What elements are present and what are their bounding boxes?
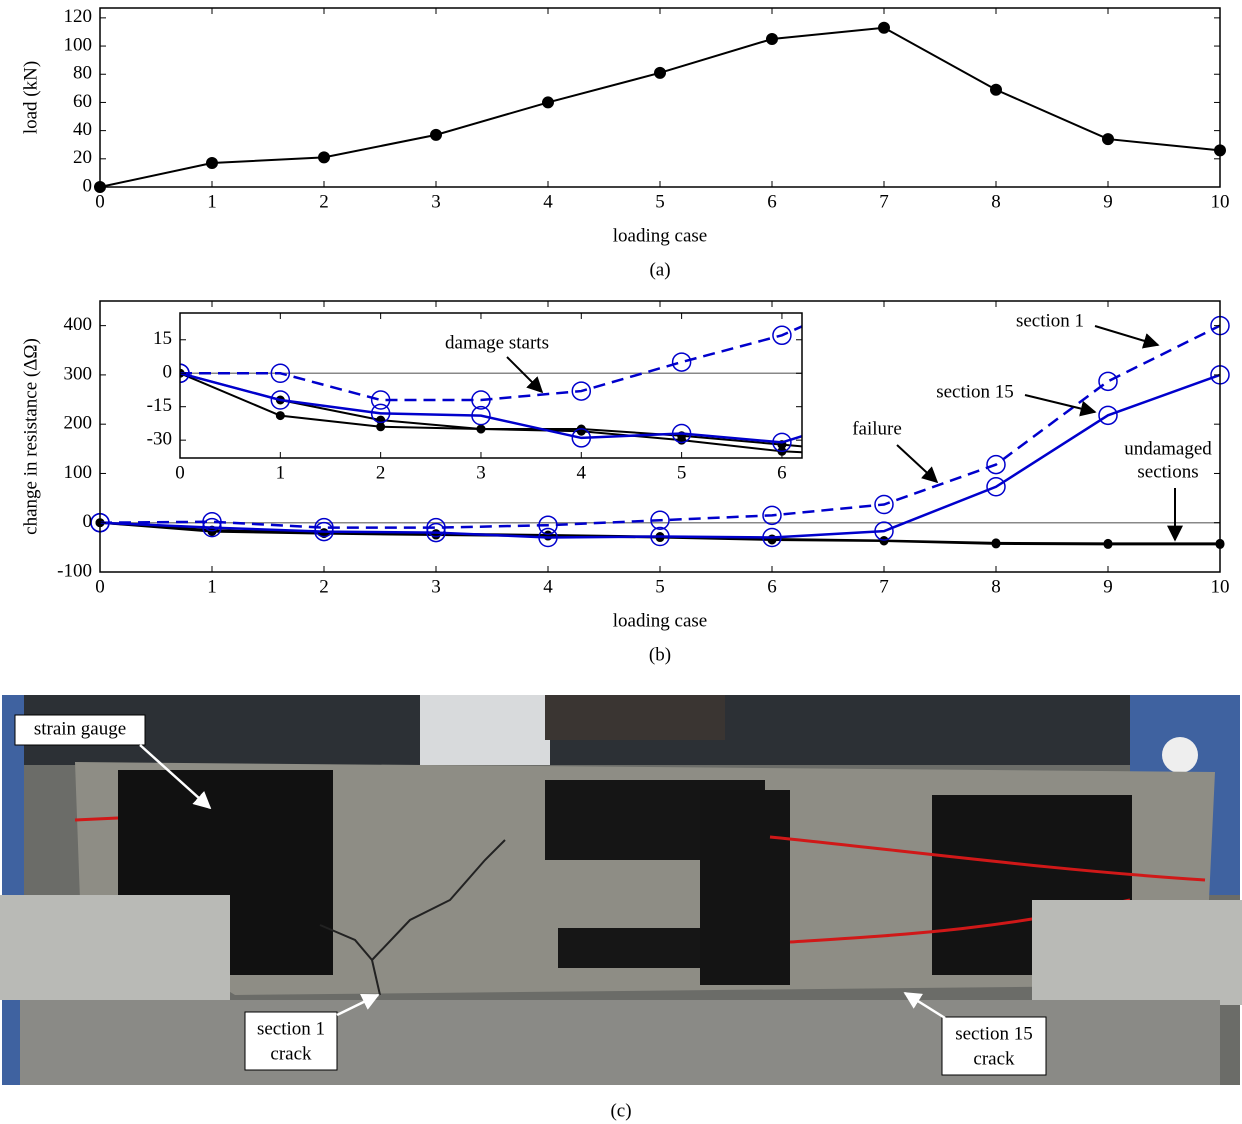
x-tick-label: 1 [207,576,217,597]
y-tick-label: 0 [83,511,93,532]
photo: strain gauge section 1 crack section 15 … [0,695,1242,1085]
support-left [0,895,230,1000]
frame-hole [1162,737,1198,773]
photo-label: strain gauge [34,718,126,739]
data-point [1104,539,1112,547]
annotation: section 1 [1016,310,1084,331]
y-tick-label: -15 [147,395,172,416]
caption: (c) [610,1100,631,1121]
x-tick-label: 6 [767,576,777,597]
y-tick-label: 15 [153,328,172,349]
y-tick-label: 60 [73,91,92,112]
y-axis-label: load (kN) [20,61,41,134]
y-tick-label: 80 [73,63,92,84]
data-point [767,34,778,45]
caption: (b) [649,644,671,665]
instrument [420,695,550,765]
x-tick-label: 8 [991,576,1001,597]
x-tick-label: 6 [767,191,777,212]
x-tick-label: 3 [431,191,441,212]
x-tick-label: 5 [677,462,687,483]
y-tick-label: 300 [64,363,93,384]
annotation: section 15 [936,381,1014,402]
x-tick-label: 5 [655,191,665,212]
x-axis-label: loading case [613,610,707,631]
x-tick-label: 3 [476,462,486,483]
annotation: damage starts [445,332,549,353]
data-point [655,67,666,78]
data-point [879,22,890,33]
x-tick-label: 2 [319,576,329,597]
x-tick-label: 10 [1211,576,1230,597]
y-tick-label: 0 [83,175,93,196]
x-tick-label: 0 [175,462,185,483]
x-tick-label: 9 [1103,576,1113,597]
x-tick-label: 3 [431,576,441,597]
data-point [431,129,442,140]
data-point [319,152,330,163]
x-axis-label: loading case [613,225,707,246]
data-point [992,539,1000,547]
x-tick-label: 7 [879,576,889,597]
x-tick-label: 0 [95,191,105,212]
data-point [543,97,554,108]
y-tick-label: 0 [163,362,173,383]
x-tick-label: 5 [655,576,665,597]
x-tick-label: 7 [879,191,889,212]
plot-area [95,22,1226,192]
annotation-arrow [897,445,937,482]
x-tick-label: 4 [543,576,553,597]
annotation-arrow [1095,326,1158,345]
data-point [1103,134,1114,145]
y-tick-label: -100 [57,560,92,581]
data-point [873,282,891,300]
y-tick-label: 200 [64,413,93,434]
x-tick-label: 4 [577,462,587,483]
photo-label: crack [973,1048,1015,1069]
photo-label: section 15 [955,1023,1033,1044]
photo-label: crack [270,1043,312,1064]
caption: (a) [649,259,670,280]
data-point [276,412,284,420]
annotation: failure [852,418,902,439]
tape [700,790,790,985]
x-tick-label: 1 [207,191,217,212]
tape [558,928,700,968]
data-point [477,425,485,433]
y-tick-label: -30 [147,429,172,450]
figure: strain gauge section 1 crack section 15 … [0,0,1242,1124]
data-point [878,450,886,458]
support-right [1032,900,1242,1005]
annotation: sections [1137,461,1198,482]
x-tick-label: 2 [376,462,386,483]
y-tick-label: 120 [64,6,93,27]
x-tick-label: 0 [95,576,105,597]
y-tick-label: 100 [64,462,93,483]
photo-label: section 1 [257,1018,325,1039]
x-tick-label: 6 [777,462,787,483]
data-point [207,158,218,169]
data-point [878,452,886,460]
x-tick-label: 2 [319,191,329,212]
series-line [100,28,1220,187]
y-tick-label: 40 [73,119,92,140]
data-point [991,84,1002,95]
annotation: undamaged [1124,438,1212,459]
x-tick-label: 1 [276,462,286,483]
data-point [1099,372,1117,390]
x-tick-label: 9 [1103,191,1113,212]
x-tick-label: 4 [543,191,553,212]
x-tick-label: 8 [991,191,1001,212]
y-tick-label: 400 [64,314,93,335]
y-axis-label: change in resistance (ΔΩ) [20,338,41,535]
load-head [545,695,725,740]
y-tick-label: 20 [73,147,92,168]
y-tick-label: 100 [64,34,93,55]
x-tick-label: 10 [1211,191,1230,212]
